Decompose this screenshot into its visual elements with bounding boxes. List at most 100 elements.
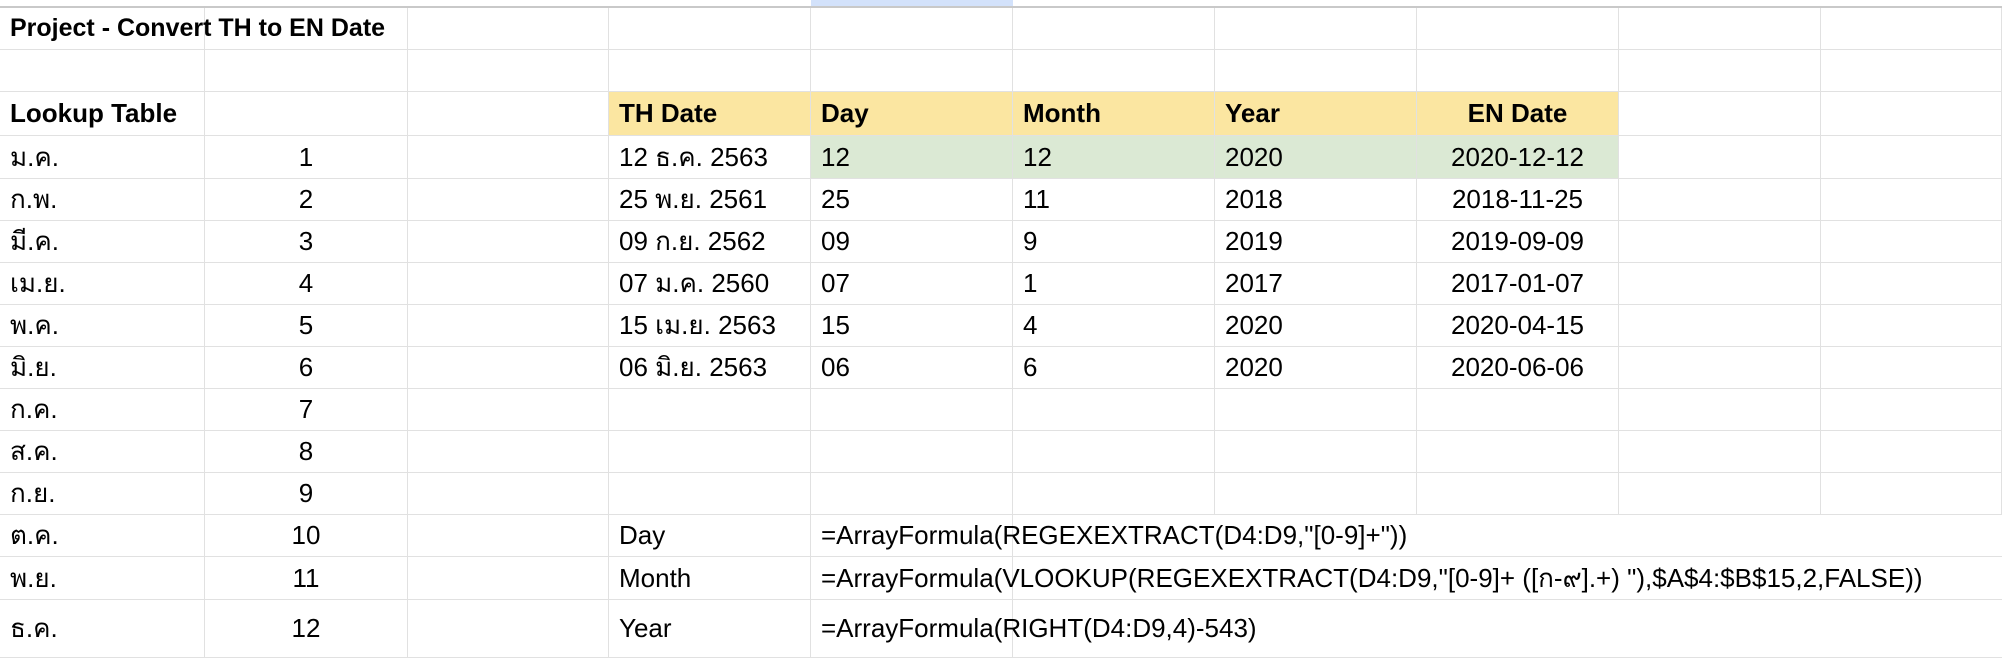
empty-cell[interactable]	[205, 8, 408, 50]
month-cell[interactable]: 11	[1013, 179, 1215, 221]
empty-cell[interactable]	[1013, 557, 1215, 600]
formula-cell[interactable]: =ArrayFormula(REGEXEXTRACT(D4:D9,"[0-9]+…	[811, 515, 1407, 557]
empty-cell[interactable]	[408, 8, 609, 50]
empty-cell[interactable]	[205, 92, 408, 136]
empty-cell[interactable]	[1215, 473, 1417, 515]
empty-cell[interactable]	[1215, 8, 1417, 50]
empty-cell[interactable]	[1417, 50, 1619, 92]
empty-cell[interactable]	[1821, 600, 2002, 658]
empty-cell[interactable]	[1821, 50, 2002, 92]
en-date-cell[interactable]: 2020-04-15	[1417, 305, 1619, 347]
title-cell[interactable]: Project - Convert TH to EN Date	[0, 8, 385, 50]
empty-cell[interactable]	[408, 389, 609, 431]
empty-cell[interactable]	[609, 50, 811, 92]
empty-cell[interactable]	[408, 136, 609, 179]
empty-cell[interactable]	[1619, 263, 1821, 305]
lookup-month-th[interactable]: พ.ค.	[0, 305, 205, 347]
empty-cell[interactable]	[408, 557, 609, 600]
empty-cell[interactable]	[1013, 431, 1215, 473]
lookup-month-num[interactable]: 11	[205, 557, 408, 600]
empty-cell[interactable]	[1619, 347, 1821, 389]
lookup-month-th[interactable]: มี.ค.	[0, 221, 205, 263]
empty-cell[interactable]	[1821, 92, 2002, 136]
lookup-month-num[interactable]: 8	[205, 431, 408, 473]
th-date-cell[interactable]: 06 มิ.ย. 2563	[609, 347, 811, 389]
lookup-month-th[interactable]: ต.ค.	[0, 515, 205, 557]
lookup-month-num[interactable]: 12	[205, 600, 408, 658]
formula-label-cell[interactable]: Month	[609, 557, 811, 600]
th-date-cell[interactable]: 12 ธ.ค. 2563	[609, 136, 811, 179]
month-cell[interactable]: 6	[1013, 347, 1215, 389]
empty-cell[interactable]	[1417, 557, 1619, 600]
year-cell[interactable]: 2020	[1215, 305, 1417, 347]
year-header[interactable]: Year	[1215, 92, 1417, 136]
empty-cell[interactable]	[1417, 600, 1619, 658]
empty-cell[interactable]	[1821, 515, 2002, 557]
empty-cell[interactable]	[1013, 515, 1215, 557]
empty-cell[interactable]	[408, 179, 609, 221]
empty-cell[interactable]	[408, 50, 609, 92]
lookup-month-num[interactable]: 3	[205, 221, 408, 263]
lookup-month-num[interactable]: 4	[205, 263, 408, 305]
en-date-cell[interactable]: 2019-09-09	[1417, 221, 1619, 263]
empty-cell[interactable]	[1821, 179, 2002, 221]
empty-cell[interactable]	[1215, 515, 1417, 557]
lookup-month-num[interactable]: 9	[205, 473, 408, 515]
empty-cell[interactable]	[1821, 221, 2002, 263]
empty-cell[interactable]	[0, 50, 205, 92]
year-cell[interactable]: 2018	[1215, 179, 1417, 221]
empty-cell[interactable]	[609, 431, 811, 473]
th-date-cell[interactable]: 25 พ.ย. 2561	[609, 179, 811, 221]
empty-cell[interactable]	[408, 515, 609, 557]
empty-cell[interactable]	[1821, 305, 2002, 347]
lookup-month-num[interactable]: 5	[205, 305, 408, 347]
formula-cell[interactable]: =ArrayFormula(RIGHT(D4:D9,4)-543)	[811, 600, 1257, 658]
empty-cell[interactable]	[1619, 557, 1821, 600]
empty-cell[interactable]	[1417, 431, 1619, 473]
empty-cell[interactable]	[1619, 305, 1821, 347]
en-date-cell[interactable]: 2017-01-07	[1417, 263, 1619, 305]
th-date-cell[interactable]: 15 เม.ย. 2563	[609, 305, 811, 347]
empty-cell[interactable]	[1417, 8, 1619, 50]
empty-cell[interactable]	[1417, 515, 1619, 557]
empty-cell[interactable]	[1013, 389, 1215, 431]
empty-cell[interactable]	[1013, 473, 1215, 515]
empty-cell[interactable]	[811, 431, 1013, 473]
empty-cell[interactable]	[1821, 8, 2002, 50]
year-cell[interactable]: 2019	[1215, 221, 1417, 263]
lookup-month-th[interactable]: มิ.ย.	[0, 347, 205, 389]
empty-cell[interactable]	[408, 347, 609, 389]
en-date-cell[interactable]: 2020-06-06	[1417, 347, 1619, 389]
empty-cell[interactable]	[408, 263, 609, 305]
lookup-month-num[interactable]: 7	[205, 389, 408, 431]
day-cell[interactable]: 15	[811, 305, 1013, 347]
lookup-month-num[interactable]: 6	[205, 347, 408, 389]
empty-cell[interactable]	[1821, 431, 2002, 473]
empty-cell[interactable]	[1821, 263, 2002, 305]
empty-cell[interactable]	[1619, 515, 1821, 557]
lookup-month-num[interactable]: 10	[205, 515, 408, 557]
empty-cell[interactable]	[1619, 473, 1821, 515]
empty-cell[interactable]	[1619, 92, 1821, 136]
empty-cell[interactable]	[811, 473, 1013, 515]
empty-cell[interactable]	[811, 50, 1013, 92]
empty-cell[interactable]	[1619, 136, 1821, 179]
empty-cell[interactable]	[609, 473, 811, 515]
empty-cell[interactable]	[1821, 347, 2002, 389]
th-date-header[interactable]: TH Date	[609, 92, 811, 136]
empty-cell[interactable]	[1215, 389, 1417, 431]
empty-cell[interactable]	[609, 389, 811, 431]
empty-cell[interactable]	[1417, 473, 1619, 515]
lookup-month-num[interactable]: 1	[205, 136, 408, 179]
empty-cell[interactable]	[1417, 389, 1619, 431]
lookup-month-th[interactable]: เม.ย.	[0, 263, 205, 305]
empty-cell[interactable]	[408, 221, 609, 263]
day-cell[interactable]: 25	[811, 179, 1013, 221]
lookup-month-th[interactable]: ก.ย.	[0, 473, 205, 515]
empty-cell[interactable]	[1619, 8, 1821, 50]
day-cell[interactable]: 06	[811, 347, 1013, 389]
empty-cell[interactable]	[1821, 557, 2002, 600]
empty-cell[interactable]	[205, 50, 408, 92]
lookup-month-th[interactable]: ม.ค.	[0, 136, 205, 179]
month-cell[interactable]: 1	[1013, 263, 1215, 305]
